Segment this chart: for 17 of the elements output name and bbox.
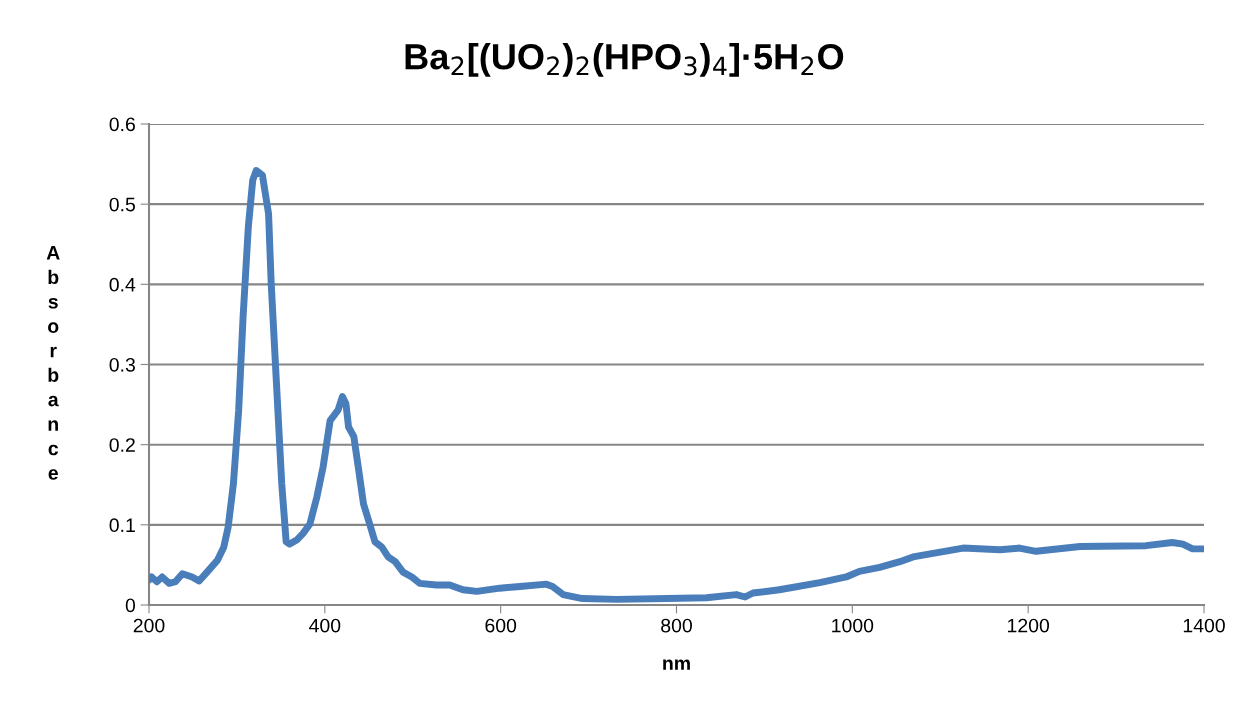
chart-title: Ba$_{2}$[(UO$_{2}$)$_{2}$(HPO$_{3}$)$_{4}$]·5H$_{2}$O — [405, 43, 844, 77]
x-axis-title: nm — [663, 659, 690, 670]
y-tick-label: 0 — [125, 598, 136, 613]
y-tick-label: 0.2 — [109, 438, 135, 452]
x-tick-label: 1400 — [1183, 618, 1225, 633]
text: Absorbance — [46, 246, 60, 480]
y-tick-label: 0.1 — [109, 518, 135, 533]
x-tick-label: 1200 — [1008, 618, 1050, 633]
x-tick-label: 600 — [485, 618, 517, 633]
y-tick-label: 0.3 — [109, 357, 135, 372]
x-tick-label: 400 — [309, 618, 341, 633]
x-tick-label: 200 — [133, 618, 165, 633]
x-tick-label: 1000 — [832, 618, 874, 633]
y-tick-label: 0.4 — [109, 277, 136, 292]
y-tick-label: 0.6 — [109, 117, 135, 132]
x-tick-label: 800 — [661, 618, 692, 633]
y-tick-label: 0.5 — [109, 197, 135, 212]
